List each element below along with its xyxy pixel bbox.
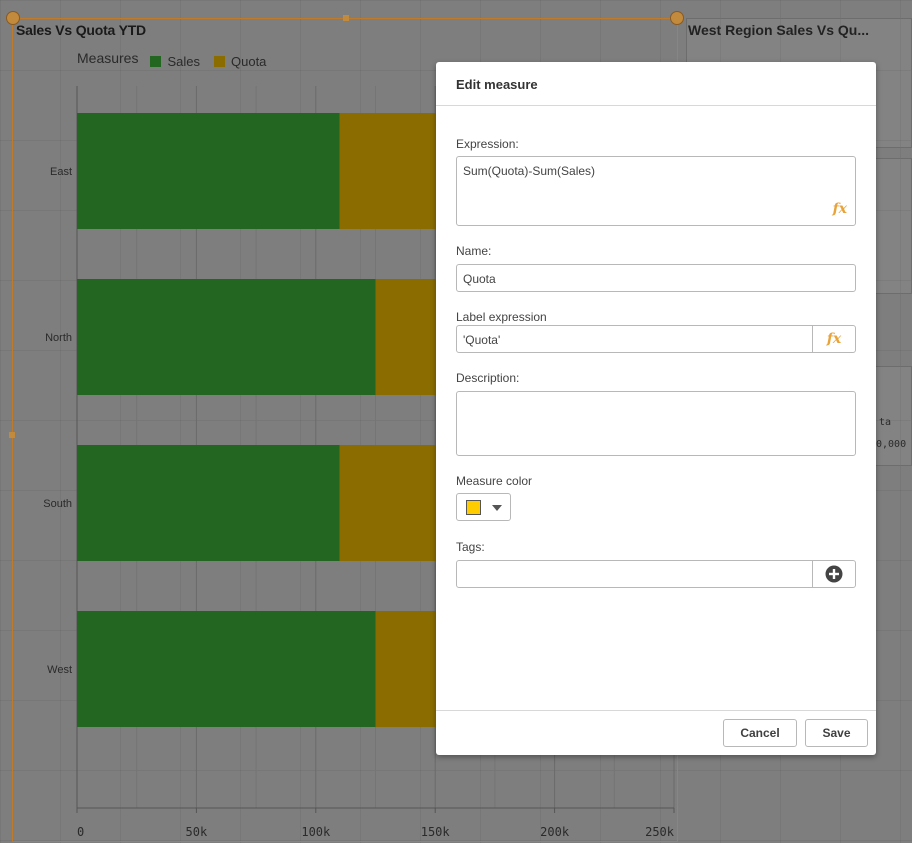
legend-title: Measures xyxy=(77,50,139,66)
label-expression-label: Label expression xyxy=(456,310,547,324)
chart-legend: Measures Sales Quota xyxy=(77,50,280,69)
fx-icon[interactable]: fx xyxy=(832,201,847,217)
right-panel-partial-label: ta xyxy=(879,417,892,428)
x-tick-label: 250k xyxy=(645,825,675,839)
measure-color-swatch xyxy=(466,500,481,515)
chevron-down-icon xyxy=(492,505,502,511)
x-tick-label: 0 xyxy=(77,825,84,839)
legend-label-sales: Sales xyxy=(167,53,200,69)
description-textarea[interactable] xyxy=(456,391,856,456)
chart-title: Sales Vs Quota YTD xyxy=(16,22,146,38)
resize-handle-top-left[interactable] xyxy=(6,11,20,25)
add-tag-button[interactable] xyxy=(812,561,855,587)
expression-label: Expression: xyxy=(456,137,519,151)
dialog-footer: Cancel Save xyxy=(436,710,876,755)
expression-textarea[interactable]: Sum(Quota)-Sum(Sales) fx xyxy=(456,156,856,226)
expression-value: Sum(Quota)-Sum(Sales) xyxy=(463,164,596,178)
tags-label: Tags: xyxy=(456,540,485,554)
legend-swatch-quota xyxy=(214,55,225,67)
legend-item-sales[interactable]: Sales xyxy=(150,54,200,69)
fx-icon: fx xyxy=(826,331,842,347)
bar-sales-north xyxy=(77,279,376,395)
y-tick-label: North xyxy=(45,332,72,344)
y-tick-label: East xyxy=(50,166,72,178)
right-panel-partial-value: 0,000 xyxy=(876,439,907,450)
bar-sales-east xyxy=(77,113,340,229)
legend-swatch-sales xyxy=(150,55,162,67)
dialog-title: Edit measure xyxy=(456,77,538,92)
dialog-header: Edit measure xyxy=(436,62,876,106)
measure-color-picker[interactable] xyxy=(456,493,511,521)
resize-handle-top-middle[interactable] xyxy=(343,15,349,21)
y-tick-label: South xyxy=(43,498,72,510)
measure-color-label: Measure color xyxy=(456,474,533,488)
save-button[interactable]: Save xyxy=(805,719,868,747)
cancel-button[interactable]: Cancel xyxy=(723,719,797,747)
edit-measure-dialog: Edit measure Expression: Sum(Quota)-Sum(… xyxy=(436,62,876,755)
x-tick-label: 50k xyxy=(186,825,208,839)
y-tick-label: West xyxy=(47,664,72,676)
description-label: Description: xyxy=(456,371,520,385)
label-expression-fx-button[interactable]: fx xyxy=(812,326,855,352)
name-value: Quota xyxy=(463,272,496,286)
label-expression-value: 'Quota' xyxy=(463,333,501,347)
resize-handle-top-right[interactable] xyxy=(670,11,684,25)
resize-handle-left-middle[interactable] xyxy=(9,432,15,438)
legend-item-quota[interactable]: Quota xyxy=(214,54,266,69)
tags-input[interactable] xyxy=(456,560,856,588)
bar-sales-south xyxy=(77,445,340,561)
x-tick-label: 200k xyxy=(540,825,570,839)
right-panel-title: West Region Sales Vs Qu... xyxy=(688,22,870,38)
name-label: Name: xyxy=(456,244,492,258)
plus-circle-icon xyxy=(825,565,843,583)
label-expression-input[interactable]: 'Quota' fx xyxy=(456,325,856,353)
bar-sales-west xyxy=(77,611,376,727)
x-tick-label: 100k xyxy=(301,825,331,839)
name-input[interactable]: Quota xyxy=(456,264,856,292)
x-tick-label: 150k xyxy=(421,825,451,839)
legend-label-quota: Quota xyxy=(231,53,267,69)
